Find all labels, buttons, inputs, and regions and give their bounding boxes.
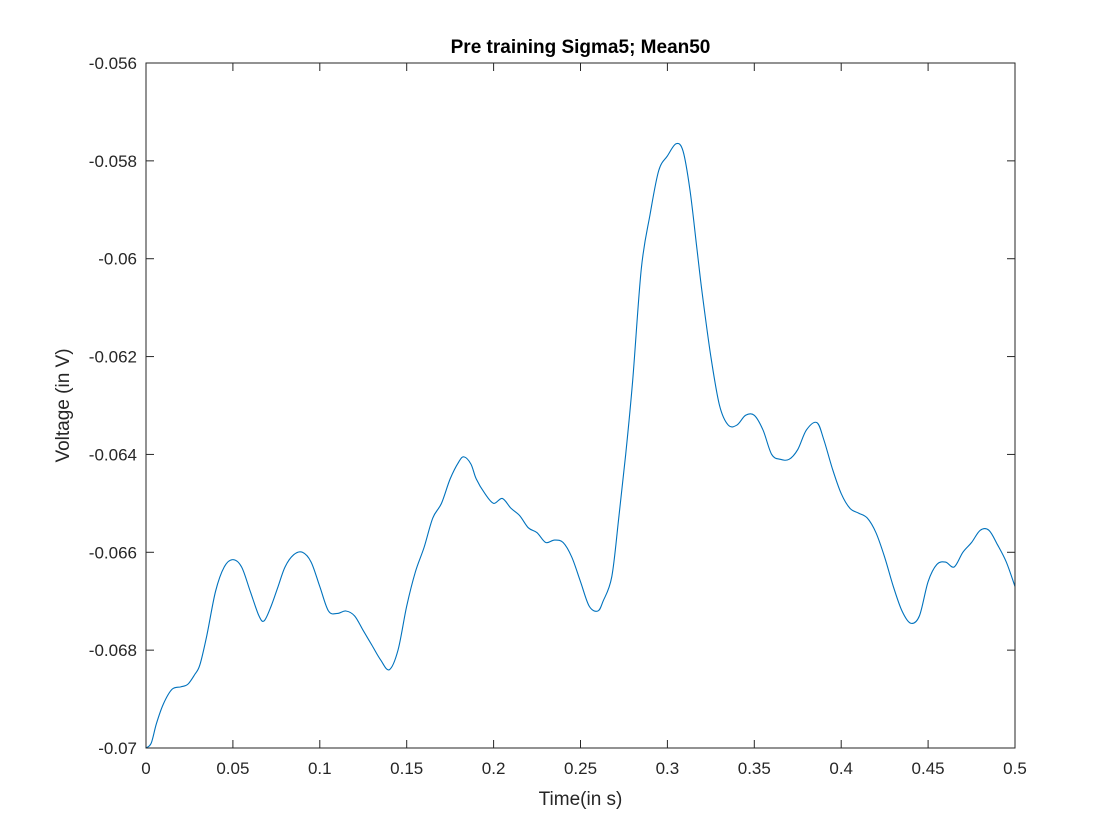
plot-area bbox=[146, 63, 1015, 748]
y-tick-label: -0.07 bbox=[98, 739, 137, 758]
y-tick-label: -0.058 bbox=[89, 152, 137, 171]
x-tick-label: 0.15 bbox=[390, 759, 423, 778]
axes-layer: 0 0.05 0.1 0.15 0.2 0.25 0.3 0.35 0.4 0.45 0.5 -0.0… bbox=[89, 54, 1027, 778]
y-axis-title: Voltage (in V) bbox=[53, 348, 74, 462]
y-tick-label: -0.06 bbox=[98, 250, 137, 269]
x-tick-label: 0.3 bbox=[656, 759, 680, 778]
x-tick-label: 0.25 bbox=[564, 759, 597, 778]
x-tick-label: 0.2 bbox=[482, 759, 506, 778]
y-tick-label: -0.062 bbox=[89, 348, 137, 367]
x-tick-label: 0.05 bbox=[216, 759, 249, 778]
x-tick-label: 0.35 bbox=[738, 759, 771, 778]
x-tick-label: 0.5 bbox=[1003, 759, 1027, 778]
y-tick-label: -0.066 bbox=[89, 543, 137, 562]
series-line-0 bbox=[145, 142, 1016, 749]
x-axis-title: Time(in s) bbox=[539, 789, 623, 810]
y-tick-label: -0.064 bbox=[89, 445, 137, 464]
chart-title: Pre training Sigma5; Mean50 bbox=[451, 37, 711, 58]
x-tick-label: 0.45 bbox=[912, 759, 945, 778]
y-tick-label: -0.056 bbox=[89, 54, 137, 73]
y-tick-label: -0.068 bbox=[89, 641, 137, 660]
x-tick-label: 0.1 bbox=[308, 759, 332, 778]
series-layer bbox=[145, 142, 1016, 749]
x-tick-label: 0 bbox=[141, 759, 150, 778]
x-tick-label: 0.4 bbox=[829, 759, 853, 778]
